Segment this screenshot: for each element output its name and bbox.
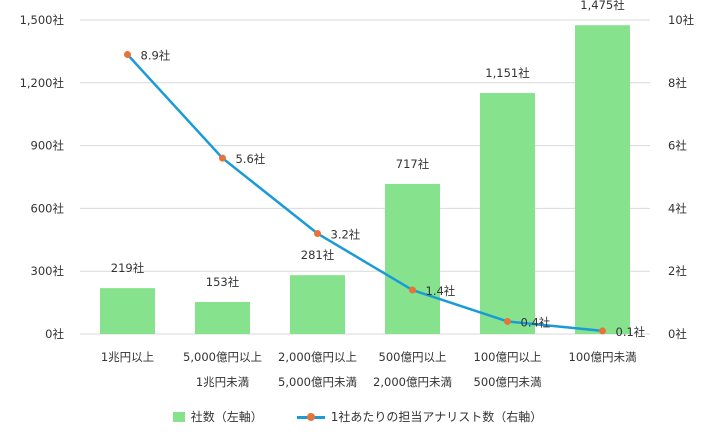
legend-line-swatch: [296, 412, 325, 422]
line-point: [314, 230, 321, 238]
legend-item-bar: 社数（左軸）: [172, 408, 263, 425]
line-data-label: 0.1社: [616, 325, 646, 339]
line-point: [124, 51, 131, 59]
y-right-tick-label: 10社: [668, 13, 695, 27]
line-point: [599, 327, 606, 335]
legend-item-line: 1社あたりの担当アナリスト数（右軸）: [296, 408, 543, 425]
bar-data-label: 281社: [301, 248, 335, 262]
y-left-tick-label: 1,200社: [20, 76, 65, 90]
x-tick-label: 5,000億円未満: [278, 375, 357, 389]
x-tick-label: 100億円未満: [569, 350, 637, 364]
x-tick-label: 1兆円未満: [196, 375, 249, 389]
line-point: [409, 286, 416, 294]
bar-data-label: 1,475社: [580, 0, 625, 12]
legend-bar-label: 社数（左軸）: [190, 410, 263, 424]
legend-bar-swatch: [172, 411, 185, 422]
bar: [100, 288, 155, 334]
line-data-label: 8.9社: [141, 49, 171, 63]
x-tick-label: 5,000億円以上: [183, 350, 262, 364]
bar-data-label: 1,151社: [485, 66, 530, 80]
x-tick-label: 500億円以上: [379, 350, 447, 364]
line-point: [504, 317, 511, 325]
bar-data-label: 219社: [111, 261, 145, 275]
y-left-tick-label: 600社: [31, 201, 65, 215]
bar: [385, 183, 440, 334]
x-tick-label: 1兆円以上: [101, 350, 154, 364]
bar-data-label: 153社: [206, 275, 240, 289]
line-point: [219, 154, 226, 162]
y-left-tick-label: 1,500社: [20, 13, 65, 27]
bar: [480, 93, 535, 334]
y-right-tick-label: 2社: [668, 264, 687, 278]
y-right-tick-label: 8社: [668, 76, 687, 90]
legend: 社数（左軸） 1社あたりの担当アナリスト数（右軸）: [0, 408, 715, 425]
analyst-line: [126, 53, 603, 333]
y-left-tick-label: 0社: [45, 327, 64, 341]
y-right-tick-label: 6社: [668, 139, 687, 153]
bar: [195, 301, 250, 334]
bar-data-label: 717社: [396, 157, 430, 171]
y-right-tick-label: 0社: [668, 327, 687, 341]
y-right-tick-label: 4社: [668, 201, 687, 215]
legend-line-label: 1社あたりの担当アナリスト数（右軸）: [330, 410, 543, 424]
y-left-tick-label: 900社: [31, 139, 65, 153]
x-tick-label: 2,000億円以上: [278, 350, 357, 364]
bar: [290, 275, 345, 334]
line-data-label: 1.4社: [426, 284, 456, 298]
combo-chart: 0社 300社 600社 900社 1,200社 1,500社 0社 2社 4社 6社 8社 10社 2…: [20, 0, 695, 389]
line-data-label: 3.2社: [331, 228, 361, 242]
y-left-tick-label: 300社: [31, 264, 65, 278]
bar: [575, 25, 630, 334]
line-data-label: 0.4社: [521, 315, 551, 329]
x-tick-label: 500億円未満: [474, 375, 542, 389]
line-data-label: 5.6社: [236, 152, 266, 166]
x-tick-label: 2,000億円未満: [373, 375, 452, 389]
x-tick-label: 100億円以上: [474, 350, 542, 364]
